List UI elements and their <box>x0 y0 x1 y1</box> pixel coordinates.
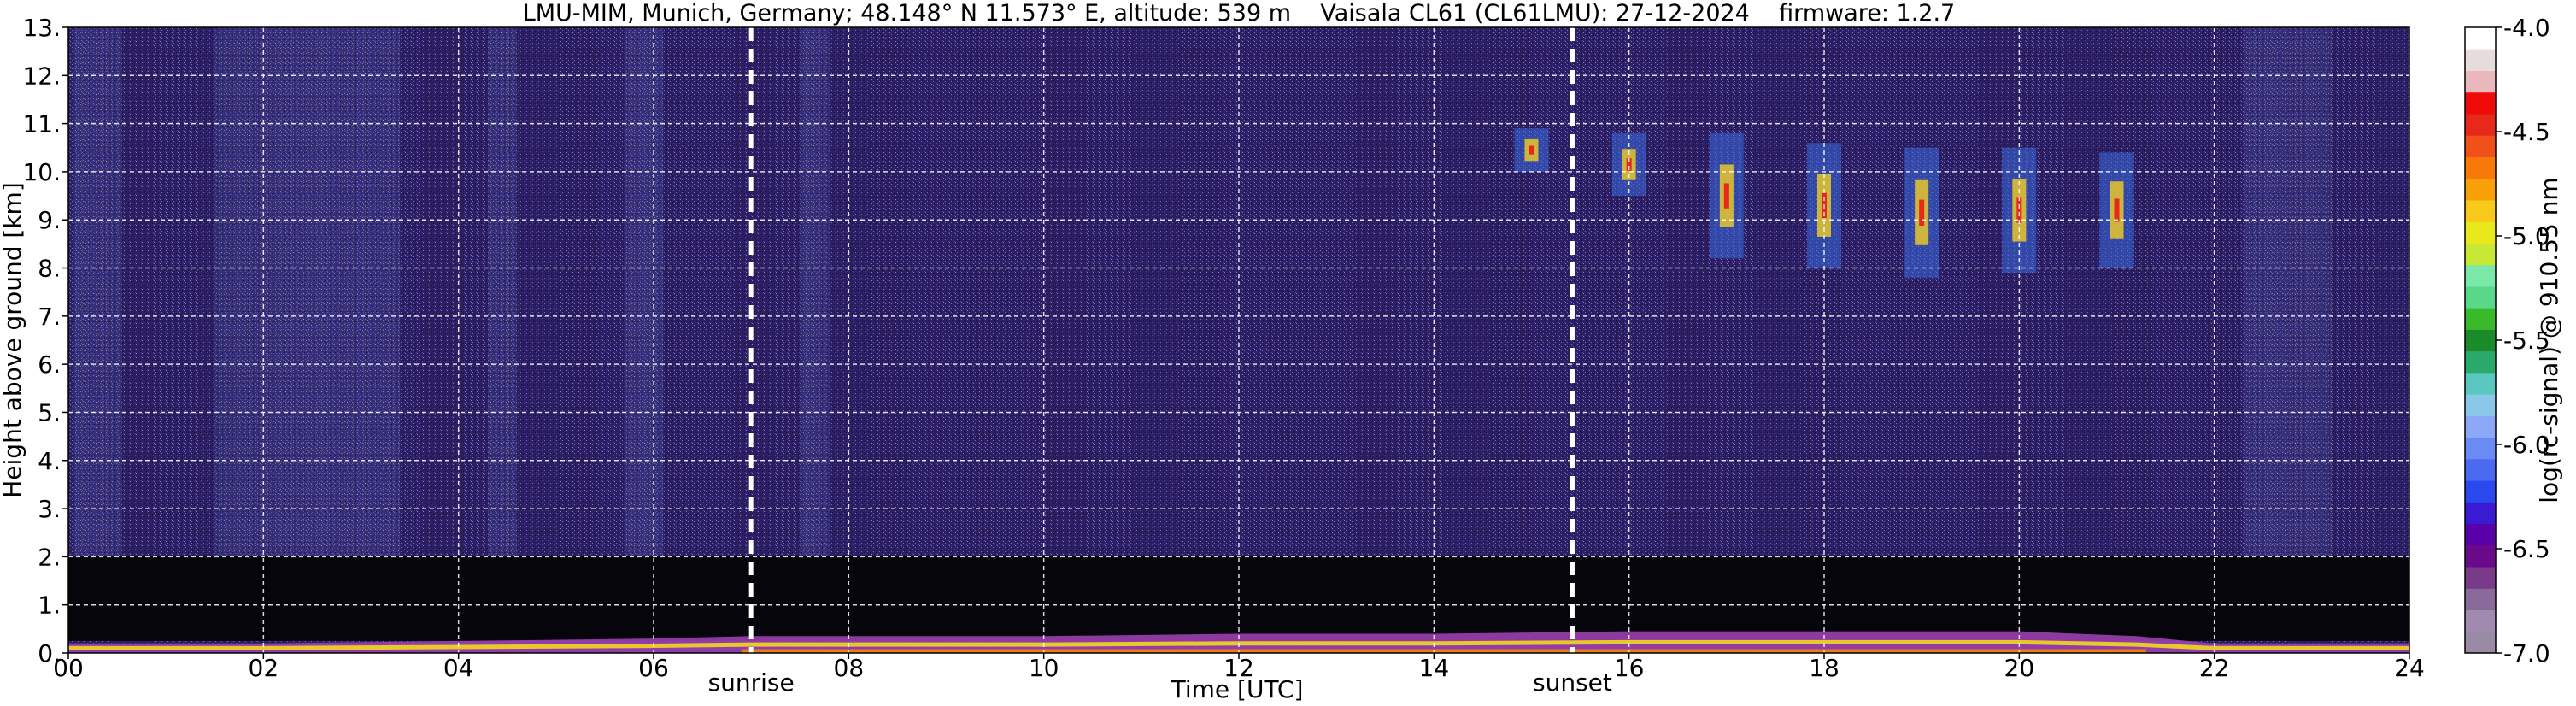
y-tick-label: 7. <box>38 303 61 331</box>
x-tick-label: 18 <box>1809 654 1840 682</box>
x-tick-label: 22 <box>2199 654 2230 682</box>
y-tick-label: 9. <box>38 206 61 234</box>
x-tick-label: 04 <box>443 654 474 682</box>
colorbar-segment <box>2465 49 2496 71</box>
x-tick-label: 02 <box>249 654 279 682</box>
colorbar-segment <box>2465 394 2496 416</box>
x-tick-label: 08 <box>834 654 865 682</box>
colorbar-segment <box>2465 308 2496 330</box>
colorbar-segment <box>2465 437 2496 460</box>
y-tick-label: 12. <box>22 62 61 90</box>
noise-band <box>214 27 401 557</box>
annotation-sunset: sunset <box>1533 668 1612 697</box>
x-axis-label: Time [UTC] <box>1171 675 1304 703</box>
y-tick-label: 5. <box>38 398 61 427</box>
noise-band <box>624 27 664 557</box>
colorbar-segment <box>2465 221 2496 244</box>
y-tick-label: 10. <box>22 158 61 186</box>
axis-ticks: 00 02 04 06 08 10 12 14 16 18 20 22 24 0. 1. 2. 3. 4. 5. 6.… <box>22 14 2424 682</box>
cirrus-peak <box>1626 158 1632 171</box>
cirrus-peak <box>1723 183 1729 209</box>
colorbar-segment <box>2465 285 2496 309</box>
y-tick-label: 2. <box>38 543 61 571</box>
colorbar-tick-label: -4.5 <box>2503 118 2550 146</box>
colorbar-segment <box>2465 70 2496 93</box>
colorbar-segment <box>2465 27 2496 50</box>
colorbar-segment <box>2465 329 2496 352</box>
x-tick-label: 14 <box>1419 654 1450 682</box>
colorbar-segment <box>2465 588 2496 611</box>
colorbar: -4.0 -4.5 -5.0 -5.5 -6.0 -6.5 -7.0 <box>2464 14 2550 668</box>
x-tick-label: 10 <box>1029 654 1059 682</box>
colorbar-tick-label: -7.0 <box>2503 639 2550 668</box>
signal-bands <box>73 27 2332 557</box>
noise-band <box>487 27 518 557</box>
colorbar-segment <box>2465 372 2496 395</box>
colorbar-segment <box>2465 523 2496 546</box>
y-tick-label: 1. <box>38 591 61 620</box>
cirrus-peak <box>1529 145 1534 155</box>
cirrus-peak <box>2114 198 2120 222</box>
noise-band <box>800 27 830 557</box>
colorbar-segment <box>2465 178 2496 201</box>
colorbar-segment <box>2465 91 2496 115</box>
x-tick-label: 20 <box>2004 654 2035 682</box>
colorbar-segment <box>2465 544 2496 568</box>
colorbar-label: log(rc-signal) @ 910.55 nm <box>2535 177 2563 503</box>
sun-event-lines <box>748 27 1575 653</box>
x-tick-label: 24 <box>2394 654 2425 682</box>
colorbar-segment <box>2465 458 2496 481</box>
grid-lines <box>68 27 2409 653</box>
ground-return-band <box>741 649 2146 653</box>
y-axis-label: Height above ground [km] <box>0 182 26 498</box>
colorbar-tick-label: -5.0 <box>2503 222 2550 250</box>
colorbar-segment <box>2465 631 2496 654</box>
cirrus-peak <box>2016 197 2022 223</box>
y-tick-label: 0. <box>38 639 61 668</box>
colorbar-segment <box>2465 567 2496 589</box>
colorbar-tick-label: -6.0 <box>2503 431 2550 459</box>
y-tick-label: 6. <box>38 350 61 379</box>
noise-band <box>73 27 122 557</box>
annotation-sunrise: sunrise <box>708 668 795 697</box>
colorbar-segment <box>2465 113 2496 136</box>
y-tick-label: 8. <box>38 255 61 283</box>
colorbar-tick-label: -4.0 <box>2503 14 2550 42</box>
colorbar-segment <box>2465 264 2496 287</box>
colorbar-segment <box>2465 350 2496 374</box>
colorbar-tick-label: -6.5 <box>2503 535 2550 563</box>
x-tick-label: 12 <box>1223 654 1254 682</box>
noise-band <box>2243 27 2332 557</box>
cirrus-peak <box>1919 199 1925 226</box>
x-tick-label: 00 <box>53 654 84 682</box>
chart-title: LMU-MIM, Munich, Germany; 48.148° N 11.5… <box>523 0 1956 26</box>
colorbar-segment <box>2465 243 2496 266</box>
colorbar-segment <box>2465 609 2496 632</box>
plot-area <box>67 26 2410 654</box>
colorbar-segment <box>2465 199 2496 222</box>
colorbar-segment <box>2465 502 2496 525</box>
y-tick-label: 13. <box>22 14 61 42</box>
x-tick-label: 06 <box>638 654 669 682</box>
colorbar-segment <box>2465 156 2496 179</box>
y-tick-label: 11. <box>22 110 61 138</box>
colorbar-segment <box>2465 480 2496 503</box>
colorbar-tick-label: -5.5 <box>2503 327 2550 355</box>
y-tick-label: 3. <box>38 495 61 523</box>
colorbar-segment <box>2465 415 2496 438</box>
x-tick-label: 16 <box>1614 654 1645 682</box>
colorbar-segment <box>2465 135 2496 157</box>
y-tick-label: 4. <box>38 447 61 475</box>
